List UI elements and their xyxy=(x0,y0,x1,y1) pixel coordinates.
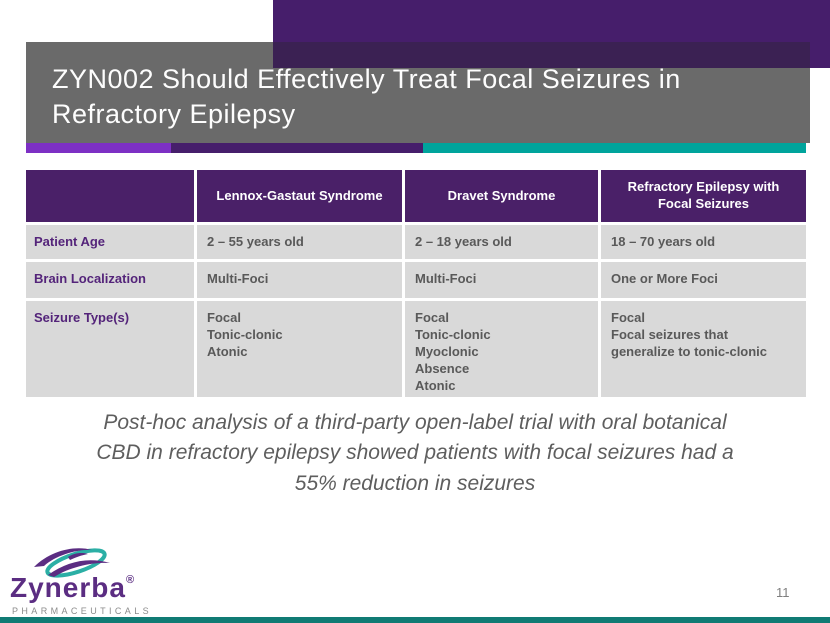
registered-trademark-symbol: ® xyxy=(125,574,135,586)
purple-accent-sliver xyxy=(810,42,830,68)
table-cell: Focal Tonic-clonic Myoclonic Absence Ato… xyxy=(405,301,598,397)
table-cell: Focal Focal seizures that generalize to … xyxy=(601,301,806,397)
table-cell: Focal Tonic-clonic Atonic xyxy=(197,301,402,397)
table-cell: 2 – 55 years old xyxy=(197,225,402,259)
table-cell: Multi-Foci xyxy=(197,262,402,298)
table-header-lennox-gastaut: Lennox-Gastaut Syndrome xyxy=(197,170,402,222)
table-cell: One or More Foci xyxy=(601,262,806,298)
table-cell: 18 – 70 years old xyxy=(601,225,806,259)
table-header-refractory: Refractory Epilepsy with Focal Seizures xyxy=(601,170,806,222)
accent-bar-dark-purple xyxy=(171,143,423,153)
post-hoc-analysis-statement: Post-hoc analysis of a third-party open-… xyxy=(96,411,734,495)
row-label-brain-localization: Brain Localization xyxy=(26,262,194,298)
comparison-table: Lennox-Gastaut Syndrome Dravet Syndrome … xyxy=(26,170,806,397)
page-number: 11 xyxy=(776,585,790,600)
table-cell: Multi-Foci xyxy=(405,262,598,298)
table-header-empty xyxy=(26,170,194,222)
bottom-teal-bar xyxy=(0,617,830,623)
accent-bar-teal xyxy=(423,143,806,153)
table-cell: 2 – 18 years old xyxy=(405,225,598,259)
accent-bar-bright-purple xyxy=(26,143,171,153)
zynerba-swoosh-icon xyxy=(34,548,110,578)
zynerba-logo-text: Zynerba® xyxy=(10,572,134,604)
slide-title: ZYN002 Should Effectively Treat Focal Se… xyxy=(52,64,681,130)
pharmaceuticals-label: PHARMACEUTICALS xyxy=(12,606,153,616)
logo-wordmark: Zynerba xyxy=(10,572,126,603)
row-label-seizure-types: Seizure Type(s) xyxy=(26,301,194,397)
purple-gray-overlap-block xyxy=(273,42,810,68)
table-header-dravet: Dravet Syndrome xyxy=(405,170,598,222)
top-purple-accent-block xyxy=(273,0,830,42)
row-label-patient-age: Patient Age xyxy=(26,225,194,259)
